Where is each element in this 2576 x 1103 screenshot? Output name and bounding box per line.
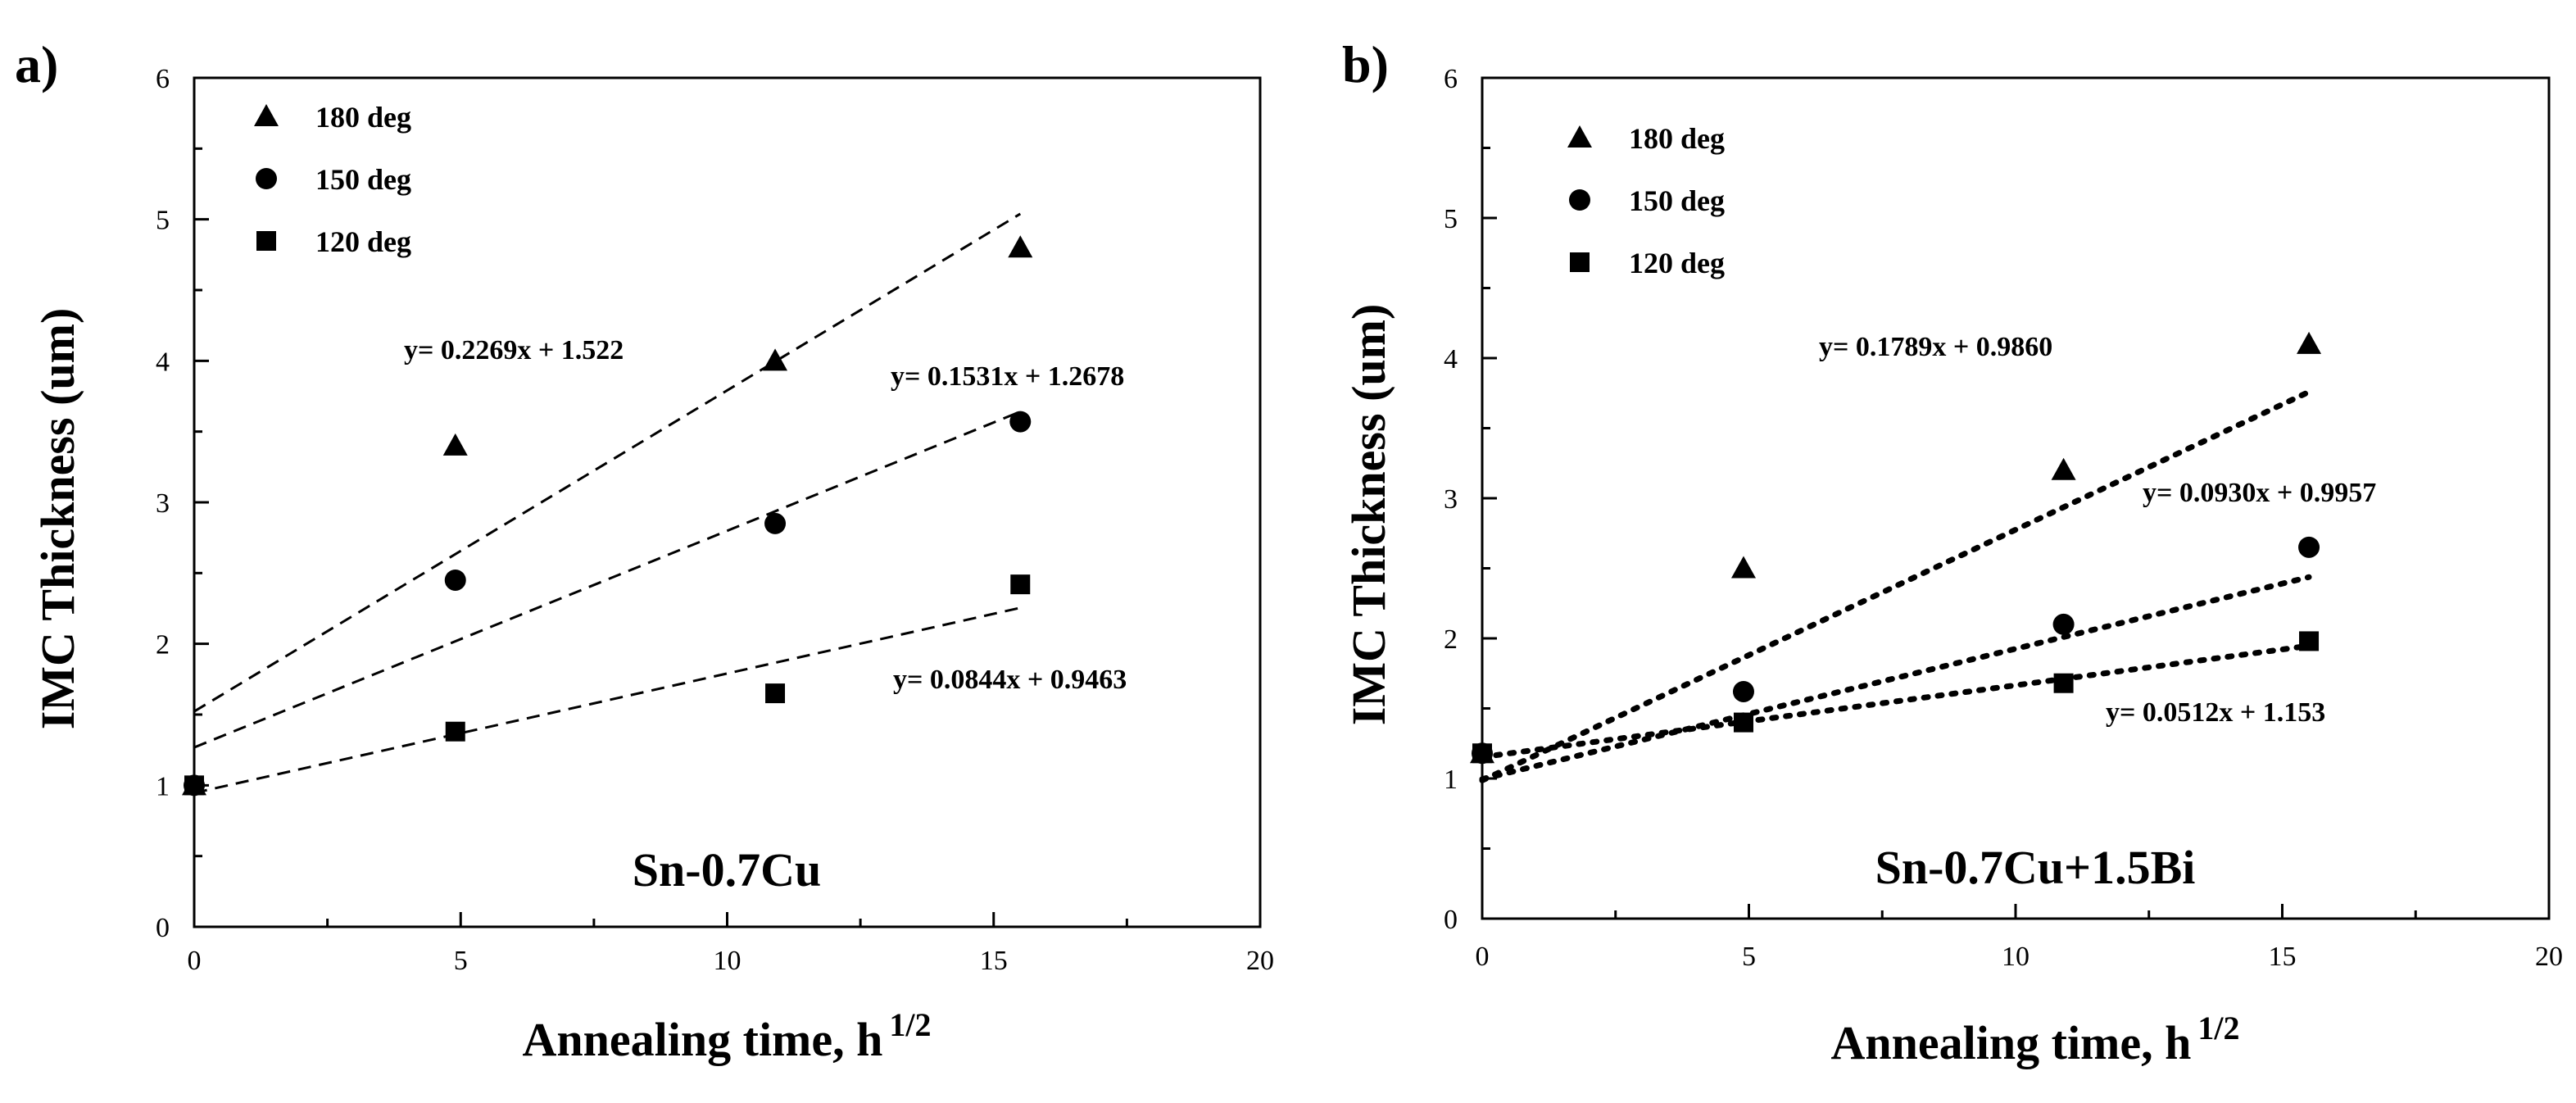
- alloy-label: Sn-0.7Cu+1.5Bi: [1875, 841, 2196, 894]
- legend-label: 150 deg: [1629, 184, 1725, 217]
- fit-equation-label: y= 0.1789x + 0.9860: [1819, 332, 2052, 362]
- data-point-square: [765, 683, 786, 704]
- x-axis-title-main: Annealing time, h: [1831, 1016, 2192, 1069]
- data-point-triangle: [2297, 331, 2322, 354]
- y-tick-label: 4: [156, 347, 170, 377]
- fit-equation-label: y= 0.2269x + 1.522: [404, 335, 624, 365]
- plot-frame: [193, 76, 1262, 928]
- y-tick-label: 0: [156, 913, 170, 943]
- x-tick-label: 0: [188, 946, 202, 976]
- data-point-circle: [764, 512, 787, 534]
- x-axis-title-main: Annealing time, h: [523, 1013, 883, 1066]
- legend-marker-square: [1570, 252, 1590, 272]
- data-point-circle: [2052, 613, 2075, 635]
- legend-label: 120 deg: [315, 225, 411, 258]
- legend-marker-circle: [256, 168, 277, 189]
- y-tick-label: 6: [156, 64, 170, 94]
- x-axis-title: Annealing time, h 1/2: [1831, 1010, 2240, 1069]
- data-point-circle: [1009, 411, 1032, 433]
- y-tick-label: 6: [1444, 64, 1458, 94]
- x-tick-label: 5: [454, 946, 468, 976]
- x-tick-label: 10: [714, 946, 742, 976]
- data-point-square: [2053, 673, 2074, 693]
- fit-equation-label: y= 0.0930x + 0.9957: [2143, 478, 2376, 508]
- y-tick-label: 1: [156, 771, 170, 801]
- data-point-square: [184, 775, 204, 796]
- data-point-square: [445, 721, 465, 742]
- fit-equation-label: y= 0.0844x + 0.9463: [893, 665, 1127, 695]
- fit-equation-label: y= 0.1531x + 1.2678: [891, 361, 1124, 392]
- y-tick-label: 4: [1444, 344, 1458, 374]
- legend-label: 120 deg: [1629, 247, 1725, 279]
- data-point-triangle: [1730, 556, 1756, 579]
- data-point-square: [1010, 574, 1031, 595]
- data-point-triangle: [2051, 457, 2076, 480]
- legend-label: 180 deg: [315, 101, 411, 134]
- x-axis-title-superscript: 1/2: [889, 1006, 931, 1043]
- x-axis-title-superscript: 1/2: [2197, 1010, 2239, 1046]
- fit-line-150-deg: [1479, 574, 2312, 783]
- fit-equation-label: y= 0.0512x + 1.153: [2106, 697, 2325, 728]
- y-tick-label: 3: [156, 488, 170, 519]
- x-tick-label: 15: [2269, 942, 2297, 972]
- fit-line-120-deg: [1479, 642, 2312, 760]
- data-point-triangle: [763, 348, 788, 371]
- legend-marker-circle: [1569, 189, 1590, 211]
- x-tick-label: 0: [1476, 942, 1490, 972]
- y-tick-label: 2: [1444, 624, 1458, 655]
- y-tick-label: 5: [1444, 204, 1458, 234]
- alloy-label: Sn-0.7Cu: [633, 843, 821, 896]
- panel-label: a): [15, 35, 58, 93]
- legend-marker-triangle: [1567, 125, 1592, 148]
- fit-line-150-deg: [193, 410, 1021, 749]
- y-tick-label: 3: [1444, 484, 1458, 515]
- x-tick-label: 20: [2535, 942, 2563, 972]
- data-point-square: [1733, 712, 1753, 733]
- data-point-triangle: [442, 433, 468, 456]
- data-point-circle: [2298, 536, 2320, 558]
- data-point-square: [2299, 631, 2320, 651]
- x-tick-label: 10: [2002, 942, 2030, 972]
- panel-label: b): [1342, 35, 1389, 93]
- x-axis-title: Annealing time, h 1/2: [523, 1006, 932, 1066]
- y-tick-label: 2: [156, 630, 170, 660]
- chart-panel-a: a) 0 5 10 15 20 0 1 2 3 4 5 6 IMC Thickness (um) Annea…: [15, 35, 1274, 1066]
- y-tick-label: 5: [156, 206, 170, 236]
- fit-line-120-deg: [193, 606, 1021, 795]
- data-point-circle: [1732, 680, 1754, 702]
- legend-marker-square: [256, 231, 276, 251]
- x-tick-label: 5: [1742, 942, 1756, 972]
- y-axis-title: IMC Thickness (um): [31, 308, 84, 730]
- data-point-triangle: [1008, 235, 1033, 258]
- y-tick-label: 0: [1444, 905, 1458, 935]
- x-tick-label: 15: [980, 946, 1008, 976]
- y-axis-title: IMC Thickness (um): [1342, 304, 1395, 726]
- legend-label: 150 deg: [315, 163, 411, 196]
- data-point-square: [1472, 743, 1492, 764]
- data-point-circle: [444, 569, 466, 591]
- fit-line-180-deg: [193, 212, 1022, 713]
- legend-marker-triangle: [254, 104, 279, 126]
- chart-panel-b: b) 0 5 10 15 20 0 1 2 3 4 5 6 IMC Thickness (um) Annea…: [1342, 35, 2563, 1069]
- fit-line-180-deg: [1479, 388, 2312, 783]
- legend-label: 180 deg: [1629, 122, 1725, 155]
- y-tick-label: 1: [1444, 765, 1458, 795]
- x-tick-label: 20: [1246, 946, 1274, 976]
